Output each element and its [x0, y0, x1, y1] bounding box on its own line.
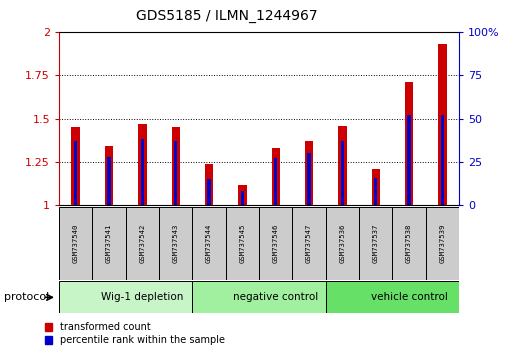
Bar [59, 207, 92, 280]
Bar [271, 148, 280, 205]
Bar [274, 159, 278, 205]
Bar [438, 44, 447, 205]
Text: Wig-1 depletion: Wig-1 depletion [101, 292, 184, 302]
Bar [192, 281, 326, 313]
Bar [92, 207, 126, 280]
Bar [441, 115, 444, 205]
Text: negative control: negative control [233, 292, 319, 302]
Bar [192, 207, 226, 280]
Bar [138, 124, 147, 205]
Bar [305, 141, 313, 205]
Legend: transformed count, percentile rank within the sample: transformed count, percentile rank withi… [41, 319, 229, 349]
Bar [171, 127, 180, 205]
Text: GSM737541: GSM737541 [106, 224, 112, 263]
Bar [326, 207, 359, 280]
Text: GSM737537: GSM737537 [373, 224, 379, 263]
Bar [174, 141, 177, 205]
Bar [259, 207, 292, 280]
Bar [307, 153, 311, 205]
Bar [241, 192, 244, 205]
Bar [426, 207, 459, 280]
Text: GSM737540: GSM737540 [73, 224, 78, 263]
Bar [141, 139, 144, 205]
Bar [359, 207, 392, 280]
Bar [392, 207, 426, 280]
Bar [71, 127, 80, 205]
Bar [371, 169, 380, 205]
Bar [74, 141, 77, 205]
Bar [238, 184, 247, 205]
Bar [226, 207, 259, 280]
Bar [405, 82, 413, 205]
Bar [159, 207, 192, 280]
Bar [374, 178, 378, 205]
Bar [207, 179, 211, 205]
Bar [292, 207, 326, 280]
Bar [107, 157, 111, 205]
Bar [105, 146, 113, 205]
Text: GSM737536: GSM737536 [340, 224, 345, 263]
Text: vehicle control: vehicle control [371, 292, 447, 302]
Text: GSM737547: GSM737547 [306, 224, 312, 263]
Bar [126, 207, 159, 280]
Text: GSM737539: GSM737539 [440, 224, 445, 263]
Bar [205, 164, 213, 205]
Text: protocol: protocol [4, 292, 49, 302]
Bar [326, 281, 459, 313]
Bar [338, 126, 347, 205]
Text: GSM737543: GSM737543 [173, 224, 179, 263]
Text: GSM737538: GSM737538 [406, 224, 412, 263]
Text: GDS5185 / ILMN_1244967: GDS5185 / ILMN_1244967 [136, 9, 318, 23]
Text: GSM737546: GSM737546 [273, 224, 279, 263]
Bar [341, 141, 344, 205]
Text: GSM737542: GSM737542 [140, 224, 145, 263]
Text: GSM737544: GSM737544 [206, 224, 212, 263]
Bar [407, 115, 411, 205]
Bar [59, 281, 192, 313]
Text: GSM737545: GSM737545 [240, 224, 245, 263]
